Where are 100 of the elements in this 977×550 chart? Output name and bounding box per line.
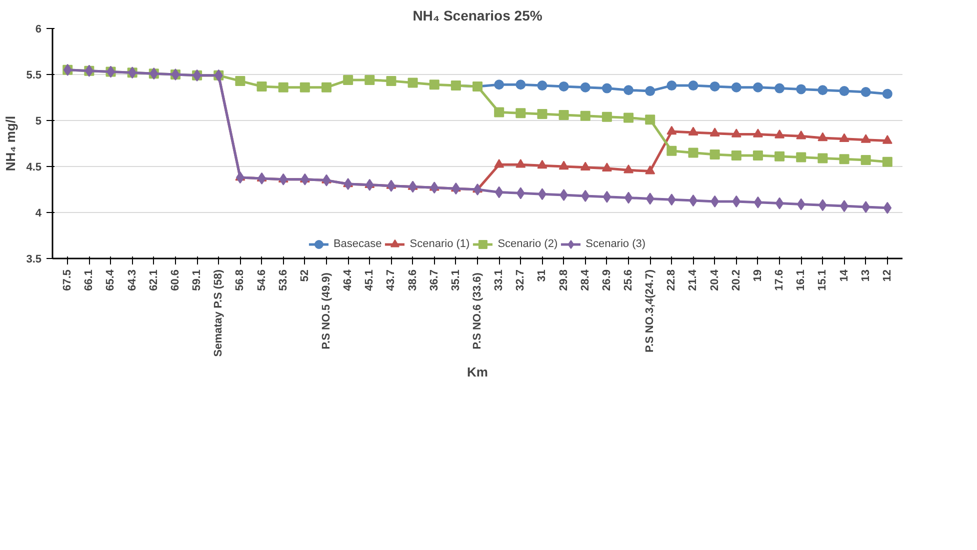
- x-tick-label: 62.1: [148, 269, 160, 291]
- point: [386, 76, 396, 86]
- point: [516, 80, 526, 90]
- x-tick-label: 46.4: [342, 268, 354, 291]
- point: [796, 198, 806, 210]
- x-tick-label: 36.7: [428, 269, 440, 291]
- x-tick-label: 45.1: [364, 269, 376, 291]
- point: [839, 86, 850, 96]
- point: [796, 130, 806, 140]
- x-tick-label: 52: [298, 269, 311, 282]
- x-tick-label: 64.3: [126, 269, 138, 291]
- point: [537, 109, 548, 120]
- point: [452, 182, 460, 195]
- x-tick-label: P.S NO.5 (49.9): [320, 272, 332, 350]
- point: [408, 78, 418, 88]
- point: [624, 164, 634, 174]
- point: [839, 133, 850, 142]
- y-tick-label: 5.5: [26, 70, 42, 82]
- point: [666, 80, 677, 91]
- point: [624, 85, 634, 96]
- point: [882, 88, 892, 99]
- point: [818, 85, 828, 96]
- point: [580, 110, 590, 121]
- point: [516, 158, 526, 168]
- y-tick-label: 4.5: [26, 162, 42, 174]
- point: [321, 82, 332, 92]
- point: [581, 190, 590, 202]
- point: [860, 134, 871, 143]
- x-tick-label: 54.6: [256, 269, 268, 291]
- point: [429, 80, 440, 90]
- point: [300, 82, 310, 92]
- x-tick-label: P.S NO.6 (33.6): [472, 272, 484, 350]
- point: [364, 75, 375, 86]
- point: [752, 82, 763, 92]
- point: [494, 107, 504, 118]
- x-tick-label: 19: [752, 269, 764, 282]
- x-tick-label: 60.6: [169, 269, 182, 291]
- x-tick-label: 38.6: [406, 269, 419, 291]
- point: [796, 152, 806, 162]
- y-tick-label: 4: [35, 208, 42, 220]
- point: [473, 184, 482, 196]
- x-tick-label: 13: [860, 269, 872, 282]
- point: [602, 83, 612, 94]
- point: [494, 80, 504, 90]
- point: [624, 112, 634, 123]
- point: [754, 196, 762, 208]
- y-tick-label: 5: [35, 116, 42, 128]
- point: [710, 150, 720, 160]
- x-tick-label: 28.4: [579, 268, 592, 291]
- point: [279, 173, 288, 186]
- point: [344, 178, 352, 190]
- point: [710, 128, 720, 136]
- x-tick-label: 12: [881, 269, 894, 282]
- point: [494, 186, 504, 198]
- y-tick-label: 6: [35, 24, 42, 36]
- point: [883, 202, 892, 214]
- point: [516, 108, 526, 118]
- point: [646, 192, 654, 205]
- x-tick-label: 22.8: [666, 269, 678, 291]
- point: [882, 156, 892, 167]
- point: [602, 162, 612, 172]
- point: [731, 128, 742, 138]
- x-tick-label: 66.1: [83, 269, 96, 291]
- point: [688, 126, 698, 136]
- point: [860, 155, 871, 166]
- point: [645, 165, 656, 174]
- point: [818, 153, 828, 164]
- point: [580, 82, 590, 92]
- point: [602, 112, 612, 122]
- x-tick-label: 29.8: [558, 269, 570, 291]
- point: [235, 76, 246, 86]
- point: [322, 174, 331, 186]
- point: [666, 126, 677, 135]
- point: [752, 128, 763, 138]
- legend-label: Scenario (3): [586, 238, 646, 250]
- point: [667, 194, 676, 206]
- x-tick-label: 20.4: [708, 268, 721, 291]
- point: [343, 75, 354, 86]
- point: [752, 150, 763, 160]
- x-tick-label: 17.6: [774, 269, 786, 291]
- point: [558, 110, 569, 120]
- chart-title: NH₄ Scenarios 25%: [412, 8, 543, 24]
- x-tick-label: 43.7: [385, 269, 398, 291]
- point: [710, 81, 720, 92]
- x-tick-label: 67.5: [62, 269, 74, 291]
- x-tick-label: 14: [838, 268, 850, 282]
- point: [278, 82, 288, 92]
- x-tick-label: 20.2: [730, 269, 742, 291]
- x-tick-label: 65.4: [104, 268, 117, 291]
- point: [365, 178, 374, 191]
- point: [558, 160, 569, 170]
- point: [818, 132, 828, 142]
- x-tick-label: 26.9: [600, 269, 613, 291]
- legend-label: Scenario (2): [498, 238, 558, 250]
- point: [516, 187, 525, 200]
- point: [580, 162, 590, 171]
- x-tick-label: 25.6: [622, 269, 635, 291]
- x-tick-label: Sematay P.S (58): [212, 269, 225, 357]
- point: [430, 182, 439, 194]
- legend-label: Scenario (1): [410, 238, 470, 250]
